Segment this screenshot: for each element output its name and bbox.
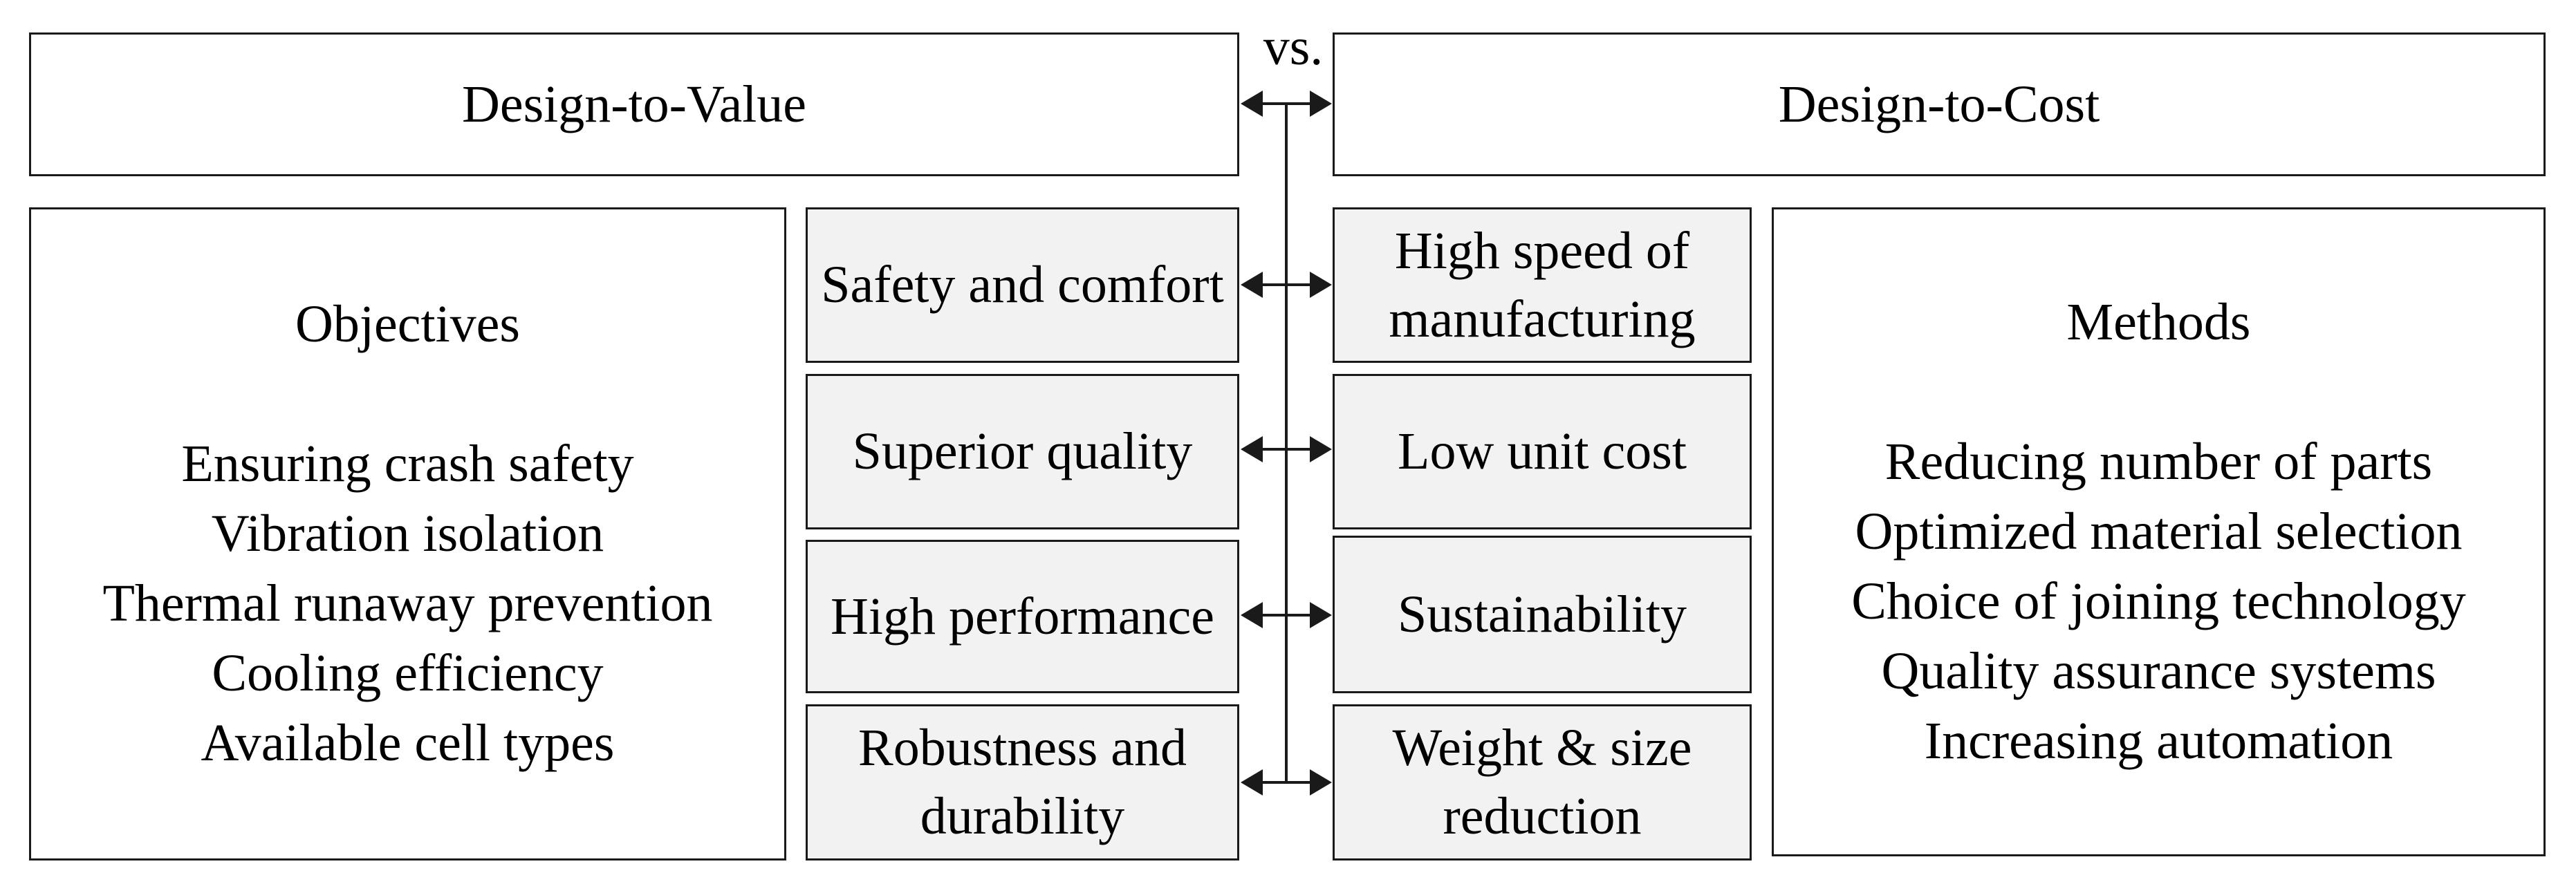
design-to-cost-label: Design-to-Cost [1778,75,2100,133]
double-arrow-icon [1241,91,1332,117]
vs-label: vs. [1263,18,1324,76]
method-item: Increasing automation [1924,712,2393,770]
cost-item-box: High speed of manufacturing [1333,207,1752,363]
design-to-value-label: Design-to-Value [461,75,807,133]
cost-item-label: High speed of manufacturing [1389,221,1696,348]
objective-item: Vibration isolation [211,505,604,563]
value-item-box: High performance [806,540,1239,693]
value-item-box: Robustness and durability [806,704,1239,861]
method-item: Reducing number of parts [1884,433,2433,491]
objective-item: Thermal runaway prevention [102,574,713,632]
double-arrow-icon [1241,436,1332,462]
cost-item-label: Low unit cost [1398,422,1687,480]
cost-item-label: Sustainability [1398,585,1687,643]
cost-item-box: Low unit cost [1333,374,1752,529]
double-arrow-icon [1241,769,1332,796]
methods-panel: Methods Reducing number of parts Optimiz… [1772,207,2546,856]
method-item: Optimized material selection [1855,502,2463,561]
value-item-box: Superior quality [806,374,1239,529]
cost-item-box: Weight & size reduction [1333,704,1752,861]
value-item-label: High performance [831,587,1214,646]
methods-title: Methods [2066,293,2251,351]
objective-item: Available cell types [201,714,615,772]
double-arrow-icon [1241,272,1332,298]
objective-item: Cooling efficiency [212,644,604,702]
method-item: Choice of joining technology [1851,572,2466,630]
design-to-value-header: Design-to-Value [29,32,1239,176]
value-item-label: Superior quality [852,422,1193,480]
method-item: Quality assurance systems [1881,642,2436,700]
objectives-panel: Objectives Ensuring crash safety Vibrati… [29,207,786,861]
design-to-cost-header: Design-to-Cost [1333,32,2546,176]
objectives-title: Objectives [295,295,520,353]
value-item-label: Safety and comfort [821,256,1224,314]
cost-item-box: Sustainability [1333,536,1752,693]
value-item-box: Safety and comfort [806,207,1239,363]
cost-item-label: Weight & size reduction [1392,719,1692,845]
double-arrow-icon [1241,602,1332,628]
objective-item: Ensuring crash safety [181,435,634,493]
value-item-label: Robustness and durability [858,719,1187,845]
